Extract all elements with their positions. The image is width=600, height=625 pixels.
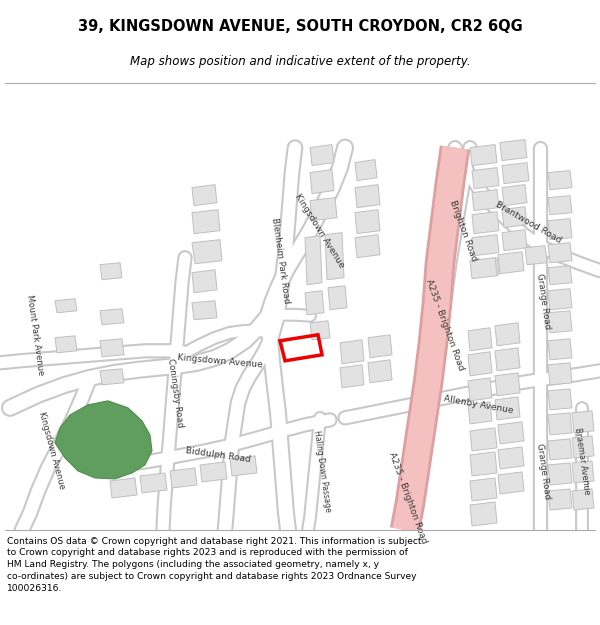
Polygon shape xyxy=(468,328,492,351)
Text: Allenby Avenue: Allenby Avenue xyxy=(443,394,514,416)
Text: Grange Road: Grange Road xyxy=(535,442,551,499)
Polygon shape xyxy=(548,219,572,239)
Polygon shape xyxy=(470,502,497,526)
Polygon shape xyxy=(498,447,524,469)
Polygon shape xyxy=(502,229,527,251)
Polygon shape xyxy=(355,234,380,258)
Polygon shape xyxy=(472,168,499,189)
Polygon shape xyxy=(548,363,572,385)
Polygon shape xyxy=(340,365,364,388)
Polygon shape xyxy=(328,286,347,310)
Polygon shape xyxy=(340,340,364,364)
Text: Contains OS data © Crown copyright and database right 2021. This information is : Contains OS data © Crown copyright and d… xyxy=(7,537,422,593)
Polygon shape xyxy=(192,209,220,234)
Polygon shape xyxy=(305,236,322,285)
Text: Haling Down Passage: Haling Down Passage xyxy=(312,429,332,512)
Polygon shape xyxy=(468,402,492,424)
Polygon shape xyxy=(310,198,337,221)
Polygon shape xyxy=(100,339,124,357)
Polygon shape xyxy=(100,262,122,280)
Polygon shape xyxy=(140,473,167,493)
Polygon shape xyxy=(230,456,257,476)
Polygon shape xyxy=(192,270,217,292)
Polygon shape xyxy=(310,169,334,194)
Polygon shape xyxy=(355,159,377,181)
Polygon shape xyxy=(498,252,524,274)
Polygon shape xyxy=(100,309,124,325)
Text: Biddulph Road: Biddulph Road xyxy=(185,446,251,464)
Polygon shape xyxy=(548,242,572,262)
Text: Grange Road: Grange Road xyxy=(535,272,551,329)
Polygon shape xyxy=(548,266,572,285)
Text: Brantwood Road: Brantwood Road xyxy=(494,200,562,245)
Polygon shape xyxy=(192,301,217,320)
Polygon shape xyxy=(548,413,572,435)
Text: 39, KINGSDOWN AVENUE, SOUTH CROYDON, CR2 6QG: 39, KINGSDOWN AVENUE, SOUTH CROYDON, CR2… xyxy=(77,19,523,34)
Text: Kingsdown Avenue: Kingsdown Avenue xyxy=(37,411,67,491)
Polygon shape xyxy=(368,335,392,357)
Polygon shape xyxy=(470,478,497,501)
Polygon shape xyxy=(502,162,529,184)
Polygon shape xyxy=(502,184,527,206)
Polygon shape xyxy=(548,339,572,360)
Polygon shape xyxy=(470,428,497,451)
Polygon shape xyxy=(310,144,334,166)
Polygon shape xyxy=(470,452,497,476)
Polygon shape xyxy=(500,139,527,161)
Polygon shape xyxy=(548,463,572,485)
Polygon shape xyxy=(502,207,527,227)
Polygon shape xyxy=(548,389,572,410)
Polygon shape xyxy=(192,184,217,206)
Text: Kingsdown Avenue: Kingsdown Avenue xyxy=(177,352,263,369)
Polygon shape xyxy=(310,321,330,340)
Polygon shape xyxy=(55,299,77,312)
Polygon shape xyxy=(548,171,572,189)
Polygon shape xyxy=(110,478,137,498)
Polygon shape xyxy=(472,234,499,256)
Polygon shape xyxy=(548,489,572,510)
Polygon shape xyxy=(548,311,572,332)
Polygon shape xyxy=(495,373,520,396)
Polygon shape xyxy=(55,336,77,352)
Polygon shape xyxy=(170,468,197,488)
Polygon shape xyxy=(498,422,524,444)
Polygon shape xyxy=(355,184,380,208)
Text: Blenheim Park Road: Blenheim Park Road xyxy=(269,217,290,304)
Text: Mount Park Avenue: Mount Park Avenue xyxy=(25,294,45,376)
Polygon shape xyxy=(192,239,222,264)
Text: Map shows position and indicative extent of the property.: Map shows position and indicative extent… xyxy=(130,56,470,68)
Polygon shape xyxy=(572,461,594,483)
Text: Brighton Road: Brighton Road xyxy=(448,199,478,262)
Polygon shape xyxy=(100,369,124,385)
Polygon shape xyxy=(470,258,497,279)
Text: Kingsdown Avenue: Kingsdown Avenue xyxy=(293,192,347,269)
Polygon shape xyxy=(200,462,227,482)
Text: A235 - Brighton Road: A235 - Brighton Road xyxy=(424,278,466,372)
Polygon shape xyxy=(572,489,594,510)
Polygon shape xyxy=(548,439,572,460)
Polygon shape xyxy=(472,212,499,234)
Polygon shape xyxy=(468,352,492,376)
Polygon shape xyxy=(470,144,497,166)
Polygon shape xyxy=(305,291,324,315)
Text: A235 - Brighton Road: A235 - Brighton Road xyxy=(387,451,429,545)
Polygon shape xyxy=(368,360,392,383)
Polygon shape xyxy=(495,397,520,420)
Polygon shape xyxy=(468,378,492,401)
Text: Braemar Avenue: Braemar Avenue xyxy=(573,427,591,495)
Polygon shape xyxy=(495,322,520,346)
Polygon shape xyxy=(355,209,380,234)
Polygon shape xyxy=(498,472,524,494)
Polygon shape xyxy=(325,232,344,280)
Text: Coningsby Road: Coningsby Road xyxy=(166,357,184,428)
Polygon shape xyxy=(548,289,572,310)
Polygon shape xyxy=(525,246,547,265)
Polygon shape xyxy=(572,436,594,458)
Polygon shape xyxy=(472,258,499,278)
Polygon shape xyxy=(495,348,520,371)
Polygon shape xyxy=(55,401,152,479)
Polygon shape xyxy=(548,196,572,214)
Polygon shape xyxy=(472,189,499,211)
Polygon shape xyxy=(572,411,594,433)
